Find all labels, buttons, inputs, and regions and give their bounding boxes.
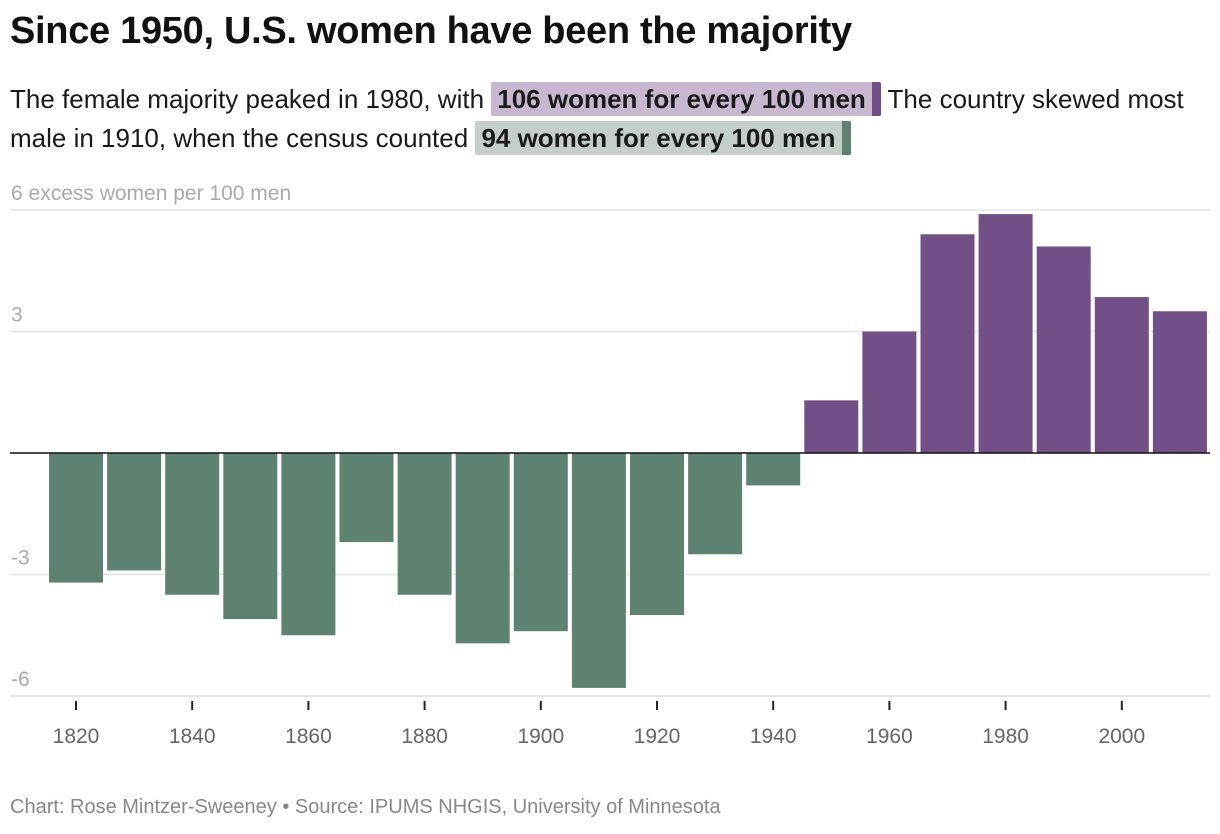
chart-subtitle: The female majority peaked in 1980, with… [10, 80, 1210, 158]
y-tick-label: -3 [11, 547, 30, 570]
bar-1970 [920, 234, 975, 453]
bar-1820 [49, 453, 103, 583]
subtitle-text-1: The female majority peaked in 1980, with [10, 84, 492, 114]
bar-1880 [397, 453, 452, 595]
bar-1930 [688, 453, 743, 555]
bar-1980 [978, 214, 1033, 453]
bar-2000 [1094, 297, 1149, 453]
x-tick-label: 1900 [517, 725, 564, 748]
bar-1910 [571, 453, 626, 688]
bar-1960 [862, 331, 917, 453]
y-tick-label: -6 [11, 668, 30, 691]
highlight-peak: 106 women for every 100 men [491, 82, 881, 116]
bar-1860 [281, 453, 336, 636]
x-tick-label: 1960 [866, 725, 913, 748]
x-tick-label: 1920 [634, 725, 681, 748]
x-tick-label: 1880 [401, 725, 448, 748]
bar-1850 [223, 453, 278, 620]
bar-1840 [165, 453, 220, 595]
bar-1950 [804, 400, 859, 453]
y-tick-label: 6 excess women per 100 men [11, 182, 291, 205]
bar-1870 [339, 453, 394, 543]
bar-1920 [630, 453, 684, 615]
bar-1990 [1036, 246, 1091, 453]
chart-title: Since 1950, U.S. women have been the maj… [10, 10, 852, 52]
highlight-low: 94 women for every 100 men [475, 121, 851, 155]
x-tick-label: 1860 [285, 725, 332, 748]
chart-footer: Chart: Rose Mintzer-Sweeney • Source: IP… [10, 796, 721, 818]
subtitle-text-2: The country skewed most male in 1910, wh… [10, 84, 1184, 153]
bar-1830 [107, 453, 162, 571]
x-tick-label: 1940 [750, 725, 797, 748]
bar-1940 [746, 453, 801, 486]
x-tick-label: 1820 [53, 725, 100, 748]
bar-1890 [455, 453, 510, 644]
y-tick-label: 3 [11, 304, 23, 327]
x-tick-label: 1980 [982, 725, 1029, 748]
bar-1900 [513, 453, 568, 632]
x-tick-label: 1840 [169, 725, 216, 748]
bar-2010 [1152, 311, 1207, 453]
x-tick-label: 2000 [1098, 725, 1145, 748]
